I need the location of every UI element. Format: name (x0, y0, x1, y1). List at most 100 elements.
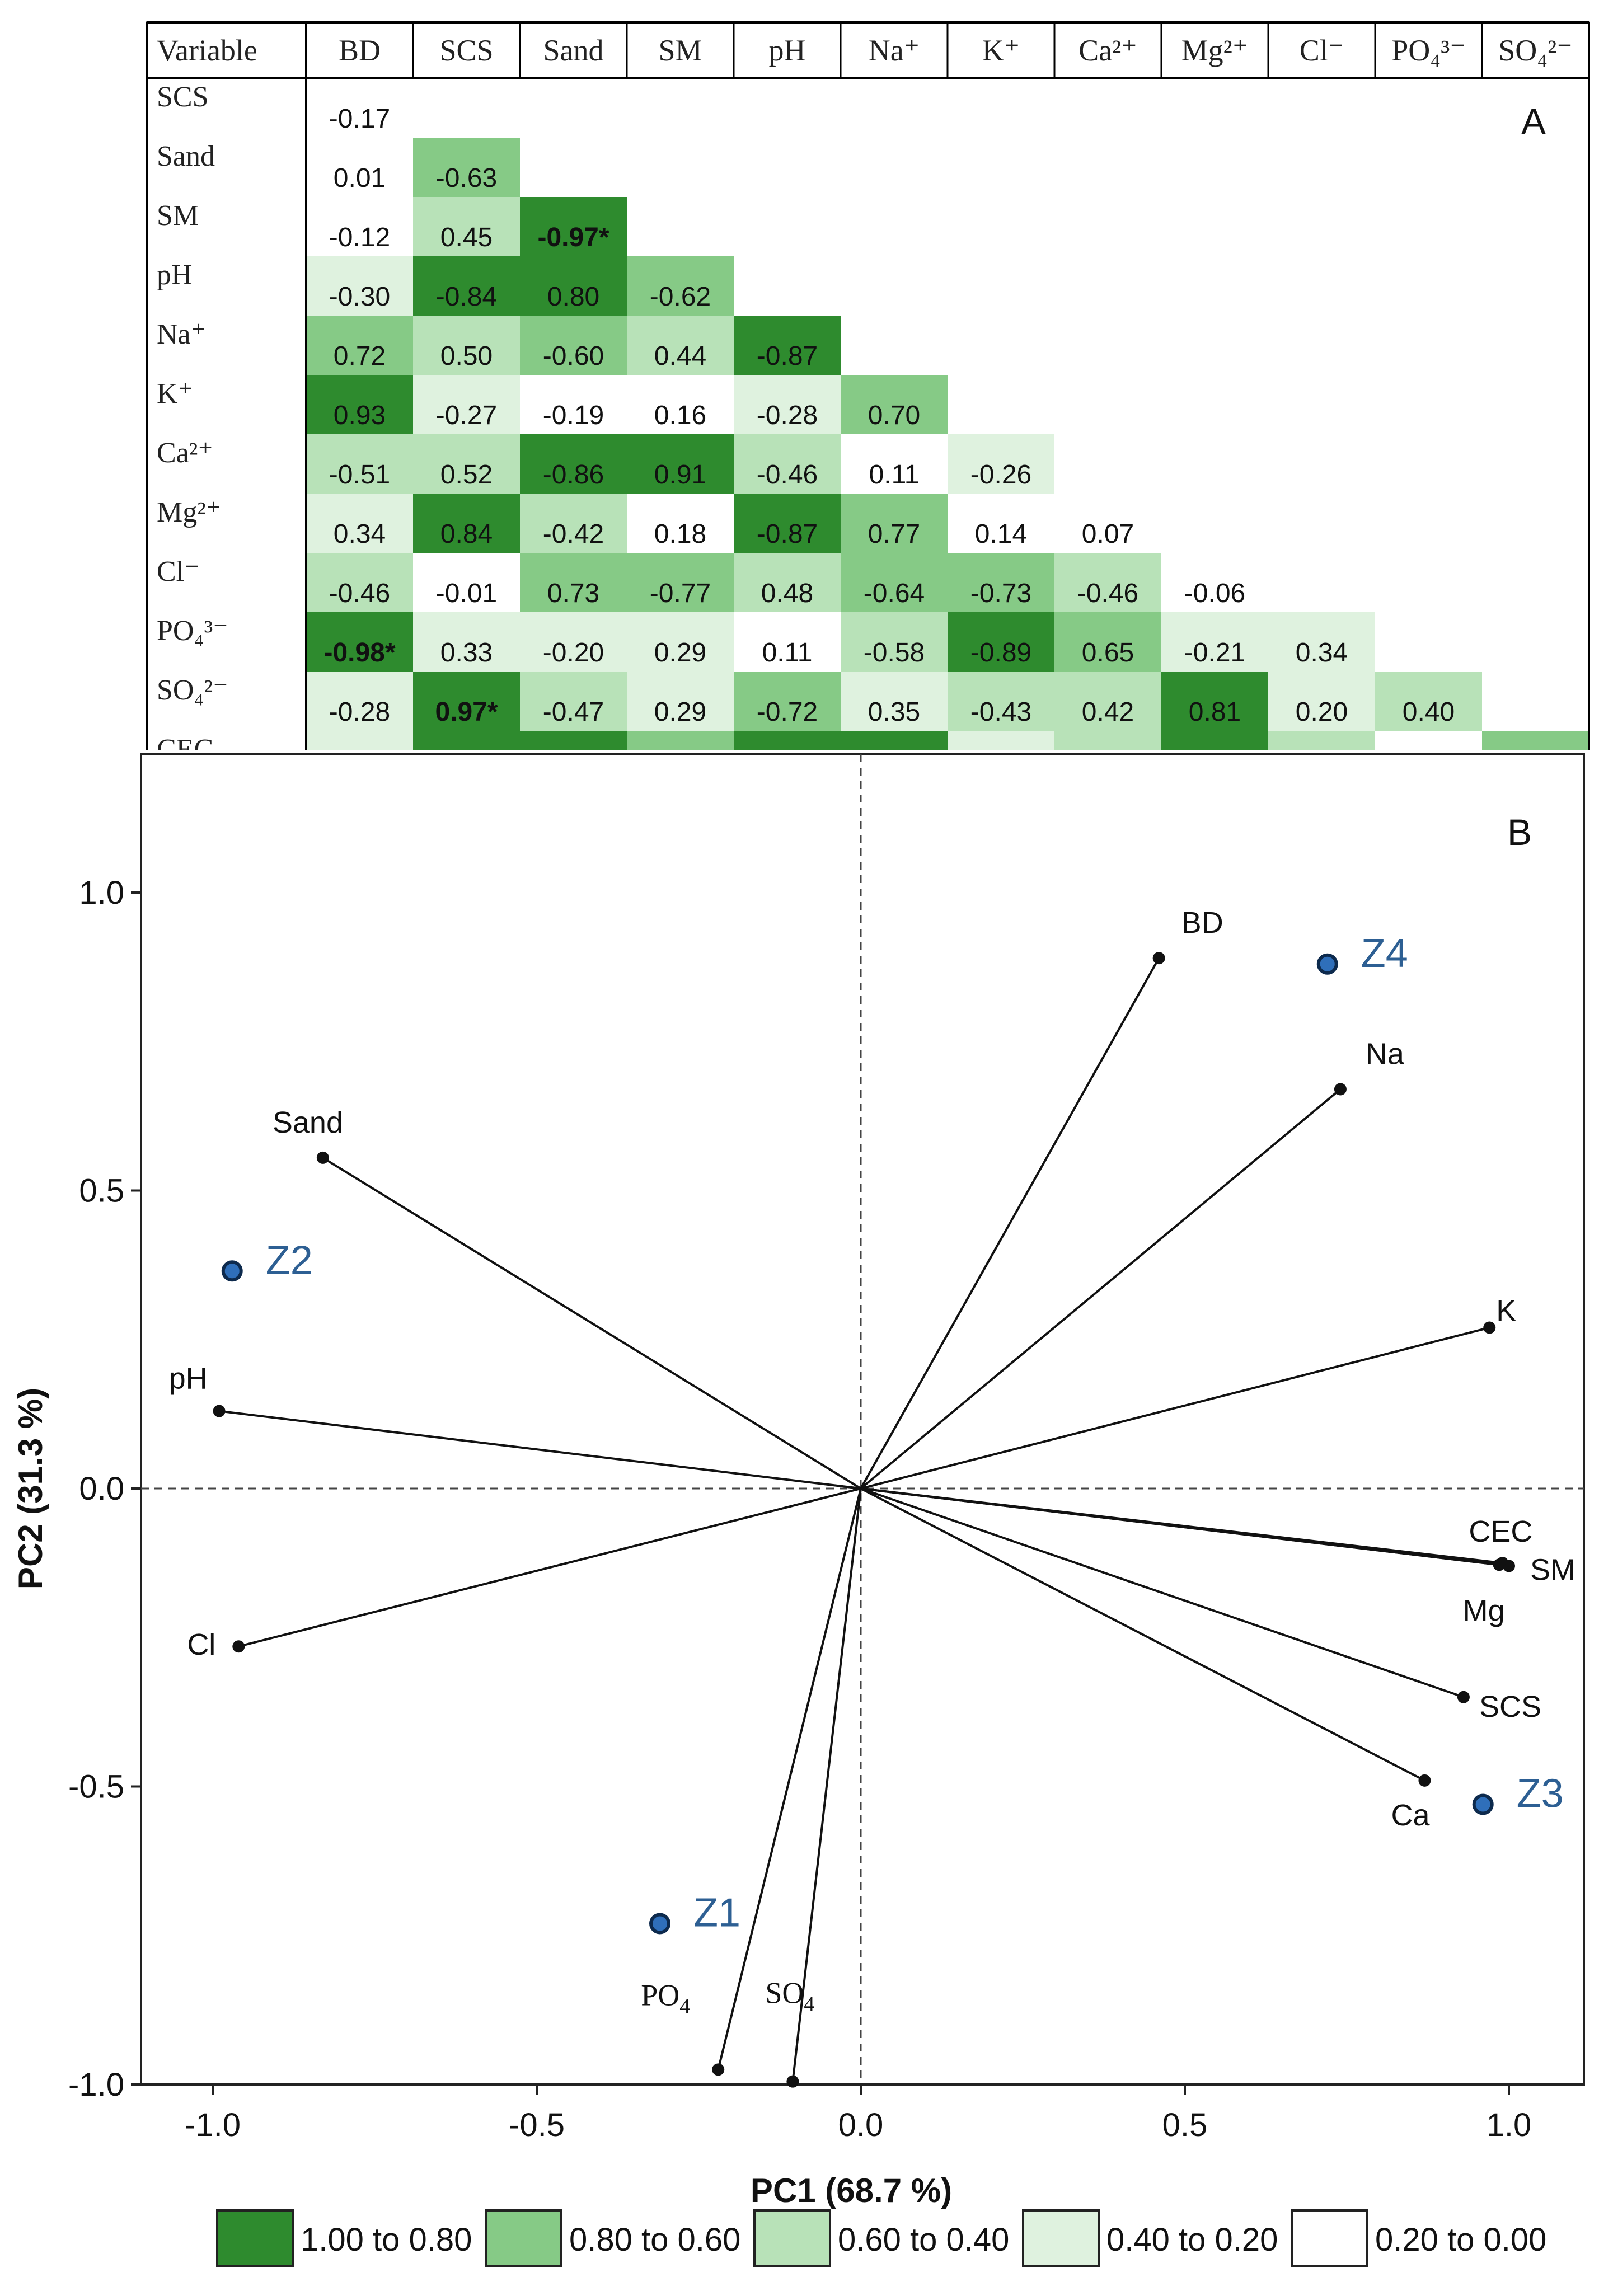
heatmap-cell (1375, 731, 1482, 750)
heatmap-cell (413, 553, 520, 612)
loading-point-sand (316, 1151, 329, 1164)
cell-value: -0.86 (543, 460, 604, 490)
heatmap-cell (520, 256, 627, 316)
cell-value: -0.20 (543, 638, 604, 668)
cell-value: 0.77 (868, 519, 920, 549)
y-axis-title: PC2 (31.3 %) (12, 1388, 49, 1589)
loading-label: K (1496, 1294, 1516, 1327)
cell-value: 0.44 (654, 341, 706, 371)
x-axis-title: PC1 (68.7 %) (751, 2172, 952, 2209)
loading-label: Na (1366, 1037, 1405, 1070)
loading-label: SCS (1479, 1690, 1541, 1724)
heatmap-cell (1161, 612, 1268, 672)
x-tick-label: 0.5 (1162, 2107, 1208, 2143)
cell-value: -0.46 (757, 460, 818, 490)
loading-vector-so4 (791, 1488, 862, 2082)
cell-value: -0.63 (436, 163, 497, 193)
heatmap-cell (520, 375, 627, 434)
cell-value: 0.84 (440, 519, 493, 549)
heatmap-cell (413, 672, 520, 731)
cell-value: 0.50 (440, 341, 493, 371)
heatmap-cell (413, 731, 520, 750)
heatmap-cell (520, 731, 627, 750)
column-label: Mg²⁺ (1181, 34, 1249, 67)
heatmap-cell (520, 316, 627, 375)
column-label: SCS (439, 34, 493, 67)
loading-point-na (1334, 1083, 1347, 1096)
row-label: SM (157, 200, 199, 232)
loading-vector-mg (860, 1487, 1499, 1566)
heatmap-cell (413, 256, 520, 316)
heatmap-cell (413, 316, 520, 375)
legend-label: 1.00 to 0.80 (301, 2222, 472, 2258)
y-tick-label: 0.5 (79, 1173, 124, 1209)
legend-swatch (485, 2209, 562, 2267)
column-label: pH (769, 34, 806, 67)
panel-label-b: B (1507, 811, 1532, 853)
cell-value: -0.17 (329, 104, 390, 134)
heatmap-cell (948, 731, 1054, 750)
loading-label: Mg (1463, 1594, 1505, 1627)
heatmap-cell (734, 612, 841, 672)
y-tick-label: -1.0 (68, 2067, 124, 2103)
heatmap-cell (520, 494, 627, 553)
cell-value: -0.72 (757, 697, 818, 727)
cell-value: -0.01 (436, 579, 497, 608)
header-cell (946, 21, 1056, 79)
x-tick-label: 0.0 (838, 2107, 884, 2143)
legend-swatch (1291, 2209, 1368, 2267)
heatmap-cell (1268, 731, 1375, 750)
loading-label: SM (1530, 1553, 1575, 1586)
site-point-z2 (221, 1260, 243, 1282)
cell-value: 0.80 (547, 282, 599, 312)
cell-value: 0.52 (440, 460, 493, 490)
heatmap-cell (413, 434, 520, 494)
heatmap-cell (627, 731, 734, 750)
loading-label: Cl (187, 1628, 215, 1661)
loading-point-ph (213, 1405, 226, 1417)
legend-swatch (1022, 2209, 1100, 2267)
loading-point-po4 (712, 2063, 725, 2076)
cell-value: -0.58 (864, 638, 925, 668)
heatmap-cell (734, 375, 841, 434)
cell-value: -0.60 (543, 341, 604, 371)
row-label: SO₄²⁻ (157, 674, 228, 706)
heatmap-cell (306, 256, 413, 316)
cell-value: -0.28 (757, 401, 818, 430)
loading-vector-bd (860, 957, 1160, 1489)
row-label: Sand (157, 140, 215, 172)
loading-point-mg (1493, 1558, 1506, 1571)
heatmap-cell (841, 612, 948, 672)
heatmap-cell (948, 553, 1054, 612)
site-label: Z2 (266, 1238, 313, 1283)
loading-vector-cl (238, 1487, 861, 1648)
cell-value: 0.97* (435, 697, 498, 727)
heatmap-cell (734, 434, 841, 494)
heatmap-cell (306, 316, 413, 375)
row-label: Cl⁻ (157, 556, 200, 588)
cell-value: 0.07 (1082, 519, 1134, 549)
row-label: pH (157, 259, 193, 291)
cell-value: -0.12 (329, 223, 390, 252)
heatmap-cell (948, 672, 1054, 731)
header-cell-variable (146, 21, 307, 79)
cell-value: 0.18 (654, 519, 706, 549)
loading-vector-scs (860, 1487, 1464, 1698)
heatmap-cell (413, 138, 520, 197)
heatmap-cell (627, 553, 734, 612)
loading-point-cl (232, 1640, 245, 1653)
cell-value: -0.89 (970, 638, 1031, 668)
heatmap-cell (306, 138, 413, 197)
cell-value: -0.87 (757, 341, 818, 371)
header-cell (1160, 21, 1269, 79)
cell-value: 0.35 (868, 697, 920, 727)
heatmap-cell (734, 672, 841, 731)
heatmap-cell (841, 731, 948, 750)
heatmap-cell (734, 494, 841, 553)
pca-biplot: -1.0 -0.5 0.0 0.5 1.0 -1.0 -0.5 0.0 0.5 1.0 PC1 (6… (12, 753, 1585, 2209)
site-label: Z3 (1517, 1771, 1564, 1816)
cell-value: 0.72 (334, 341, 386, 371)
cell-value: -0.30 (329, 282, 390, 312)
cell-value: -0.06 (1184, 579, 1245, 608)
header-cell (733, 21, 842, 79)
